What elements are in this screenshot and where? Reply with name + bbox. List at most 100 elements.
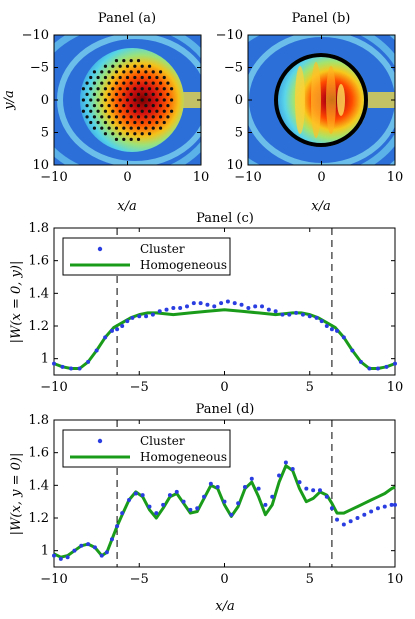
series-cluster-point bbox=[72, 548, 77, 553]
series-cluster-point bbox=[120, 324, 125, 328]
scatterer-dot bbox=[162, 109, 166, 113]
scatterer-dot bbox=[155, 109, 159, 113]
scatterer-dot bbox=[103, 120, 108, 125]
scatterer-dot bbox=[129, 104, 133, 108]
series-cluster-point bbox=[215, 484, 220, 489]
scatterer-dot bbox=[129, 58, 133, 63]
scatterer-dot bbox=[125, 87, 130, 91]
series-cluster-point bbox=[393, 502, 397, 507]
panel-d-legend-cluster-label: Cluster bbox=[140, 434, 185, 448]
scatterer-dot bbox=[111, 64, 115, 68]
series-cluster-point bbox=[287, 312, 292, 317]
scatterer-dot bbox=[136, 81, 141, 85]
scatterer-dot bbox=[129, 92, 133, 96]
series-cluster-point bbox=[109, 328, 114, 333]
series-cluster-point bbox=[125, 319, 130, 324]
series-cluster-point bbox=[92, 545, 97, 550]
scatterer-dot bbox=[96, 109, 100, 113]
scatterer-dot bbox=[140, 87, 144, 91]
y-tick-label: 1.4 bbox=[28, 286, 49, 301]
series-cluster-point bbox=[161, 502, 166, 507]
scatterer-dot bbox=[114, 81, 119, 85]
scatterer-dot bbox=[133, 98, 137, 102]
scatterer-dot bbox=[136, 137, 141, 142]
series-cluster-point bbox=[212, 304, 217, 309]
scatterer-dot bbox=[92, 81, 97, 85]
panel-d-line-chart: Panel (d) −10 −5 0 5 10 1 1.2 1.4 1.6 1.8 |W(x, y… bbox=[9, 402, 403, 614]
series-cluster-point bbox=[375, 366, 380, 371]
scatterer-dot bbox=[100, 104, 104, 108]
series-cluster-point bbox=[115, 524, 120, 529]
scatterer-dot bbox=[133, 109, 137, 113]
series-cluster-point bbox=[367, 366, 372, 371]
x-tick-label: 10 bbox=[387, 380, 404, 395]
scatterer-dot bbox=[103, 109, 108, 113]
scatterer-dot bbox=[81, 87, 85, 91]
scatterer-dot bbox=[170, 98, 174, 102]
y-tick-label: 5 bbox=[41, 126, 49, 141]
series-cluster-point bbox=[86, 542, 91, 547]
y-tick-label: 1.2 bbox=[28, 319, 49, 334]
series-cluster-point bbox=[277, 473, 282, 478]
series-cluster-point bbox=[94, 348, 99, 353]
panel-a-ylabel: y/a bbox=[2, 90, 17, 110]
scatterer-dot bbox=[81, 109, 85, 113]
series-cluster-point bbox=[229, 512, 234, 517]
scatterer-dot bbox=[118, 75, 122, 80]
scatterer-dot bbox=[122, 81, 126, 85]
scatterer-dot bbox=[111, 109, 115, 113]
y-tick-label: 0 bbox=[41, 93, 49, 108]
x-tick-label: −10 bbox=[40, 380, 67, 395]
scatterer-dot bbox=[122, 126, 126, 130]
series-cluster-point bbox=[335, 517, 340, 522]
x-tick-label: 10 bbox=[193, 170, 210, 185]
y-tick-label: 1.2 bbox=[28, 511, 49, 526]
scatterer-dot bbox=[114, 137, 119, 142]
scatterer-dot bbox=[155, 75, 159, 80]
scatterer-dot bbox=[158, 92, 163, 96]
scatterer-dot bbox=[170, 109, 174, 113]
series-cluster-point bbox=[167, 493, 172, 498]
scatterer-dot bbox=[158, 126, 163, 130]
series-cluster-point bbox=[280, 312, 285, 317]
scatterer-dot bbox=[140, 75, 144, 80]
scatterer-dot bbox=[125, 132, 130, 136]
series-cluster-point bbox=[79, 543, 84, 548]
series-cluster-point bbox=[358, 359, 363, 364]
scatterer-dot bbox=[151, 104, 155, 108]
series-cluster-point bbox=[256, 486, 261, 491]
series-cluster-point bbox=[341, 522, 346, 527]
scatterer-dot bbox=[100, 81, 104, 85]
y-tick-label: 1 bbox=[41, 544, 49, 559]
series-cluster-point bbox=[236, 501, 241, 506]
scatterer-dot bbox=[85, 115, 89, 119]
series-cluster-point bbox=[225, 299, 230, 304]
panel-b-fringe-1 bbox=[295, 66, 305, 134]
scatterer-dot bbox=[100, 92, 104, 96]
series-cluster-point bbox=[266, 307, 271, 312]
panel-b-fringe-3 bbox=[326, 66, 336, 134]
scatterer-dot bbox=[122, 137, 126, 142]
y-tick-label: 0 bbox=[235, 93, 243, 108]
panel-c-title: Panel (c) bbox=[196, 211, 254, 226]
scatterer-dot bbox=[89, 120, 93, 125]
series-cluster-point bbox=[115, 327, 120, 332]
panel-c-ylabel: |W(x = 0, y)| bbox=[9, 261, 24, 344]
scatterer-dot bbox=[118, 132, 122, 136]
scatterer-dot bbox=[122, 58, 126, 63]
series-cluster-point bbox=[297, 480, 302, 485]
series-cluster-point bbox=[242, 484, 247, 489]
scatterer-dot bbox=[170, 87, 174, 91]
y-tick-label: 1.6 bbox=[28, 446, 49, 461]
series-cluster-point bbox=[157, 309, 162, 314]
panel-c-line-chart: Panel (c) −10 −5 0 5 10 1 1.2 1.4 1.6 1.8 |W(x = … bbox=[9, 211, 403, 395]
series-cluster-point bbox=[181, 499, 186, 504]
series-cluster-point bbox=[65, 555, 70, 560]
scatterer-dot bbox=[144, 92, 148, 96]
panel-d-xlabel: x/a bbox=[215, 599, 234, 614]
series-cluster-point bbox=[290, 467, 295, 471]
